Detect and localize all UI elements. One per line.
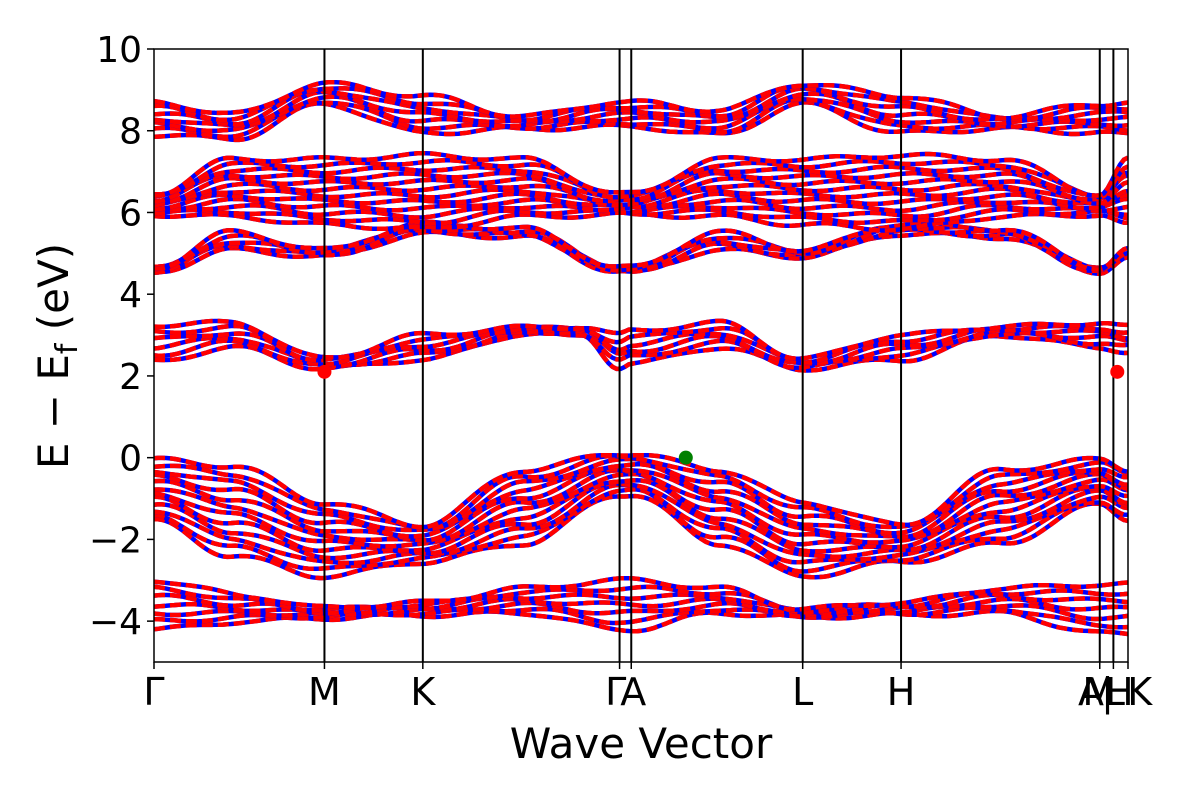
y-tick-label: 4 <box>119 275 142 316</box>
cbm-marker <box>1110 364 1125 379</box>
band-line-spin-down <box>154 318 1128 361</box>
kpoint-label: M <box>308 670 341 714</box>
kpoint-label: Γ <box>143 670 164 714</box>
band-line-spin-down <box>154 79 1128 121</box>
band-line-spin-down <box>154 202 1128 220</box>
y-axis-label-unit: (eV) <box>29 243 78 344</box>
band-line-spin-down <box>154 478 1128 554</box>
band-line-spin-down <box>154 575 1128 612</box>
high-symmetry-lines <box>323 49 1115 662</box>
y-tick-label: −4 <box>89 602 142 643</box>
y-axis-ticks: −4 −2 0 2 4 6 8 10 <box>89 30 154 643</box>
cbm-marker <box>317 364 332 379</box>
band-line-spin-down <box>154 181 1128 208</box>
band-line-spin-down <box>154 468 1128 545</box>
band-line-spin-down <box>154 196 1128 214</box>
x-axis-label: Wave Vector <box>510 719 773 768</box>
kpoint-label: H <box>1105 670 1134 714</box>
band-line-spin-down <box>154 186 1128 210</box>
vbm-marker <box>678 450 693 465</box>
band-line-spin-down <box>154 86 1128 127</box>
band-line-spin-down <box>154 462 1128 540</box>
y-axis-label-main: E − E <box>29 354 78 469</box>
band-line-spin-down <box>154 453 1128 531</box>
band-line-spin-down <box>154 97 1128 140</box>
y-tick-label: −2 <box>89 520 142 561</box>
band-line-spin-down <box>154 191 1128 212</box>
y-tick-label: 6 <box>119 193 142 234</box>
band-line-spin-down <box>154 592 1128 616</box>
band-line-spin-down <box>154 219 1128 272</box>
band-line-spin-down <box>154 100 1128 143</box>
kpoint-label: K <box>410 670 436 714</box>
kpoint-label: K <box>1127 670 1153 714</box>
band-line-spin-down <box>154 493 1128 581</box>
kpoint-label: A <box>1078 670 1104 714</box>
band-line-spin-down <box>154 164 1128 203</box>
y-tick-label: 10 <box>96 30 142 71</box>
kpoint-label: A <box>620 670 646 714</box>
kpoint-label: L <box>792 670 813 714</box>
y-tick-label: 0 <box>119 439 142 480</box>
band-line-spin-down <box>154 330 1128 373</box>
x-axis-ticks: Γ M K ΓA L H AM|LHK <box>143 662 1153 715</box>
band-line-spin-down <box>154 84 1128 123</box>
kpoint-label: L <box>1104 670 1125 714</box>
plot-frame <box>153 48 1129 663</box>
kpoint-label: H <box>887 670 916 714</box>
band-line-spin-down <box>154 471 1128 550</box>
y-tick-label: 2 <box>119 357 142 398</box>
band-line-spin-down <box>154 150 1128 198</box>
y-tick-label: 8 <box>119 112 142 153</box>
kpoint-label: Γ <box>605 670 626 714</box>
band-line-spin-down <box>154 207 1128 226</box>
band-line-spin-down <box>154 325 1128 367</box>
band-line-spin-down <box>154 467 1128 543</box>
band-line-spin-down <box>154 452 1128 530</box>
y-axis-label: E − Ef (eV) <box>29 243 85 469</box>
y-axis-label-sub: f <box>50 342 85 354</box>
kpoint-label: M <box>1082 670 1115 714</box>
band-lines <box>154 79 1128 637</box>
band-line-spin-down <box>154 481 1128 561</box>
kpoint-label: | <box>1101 670 1114 715</box>
extrema-markers <box>317 364 1125 465</box>
